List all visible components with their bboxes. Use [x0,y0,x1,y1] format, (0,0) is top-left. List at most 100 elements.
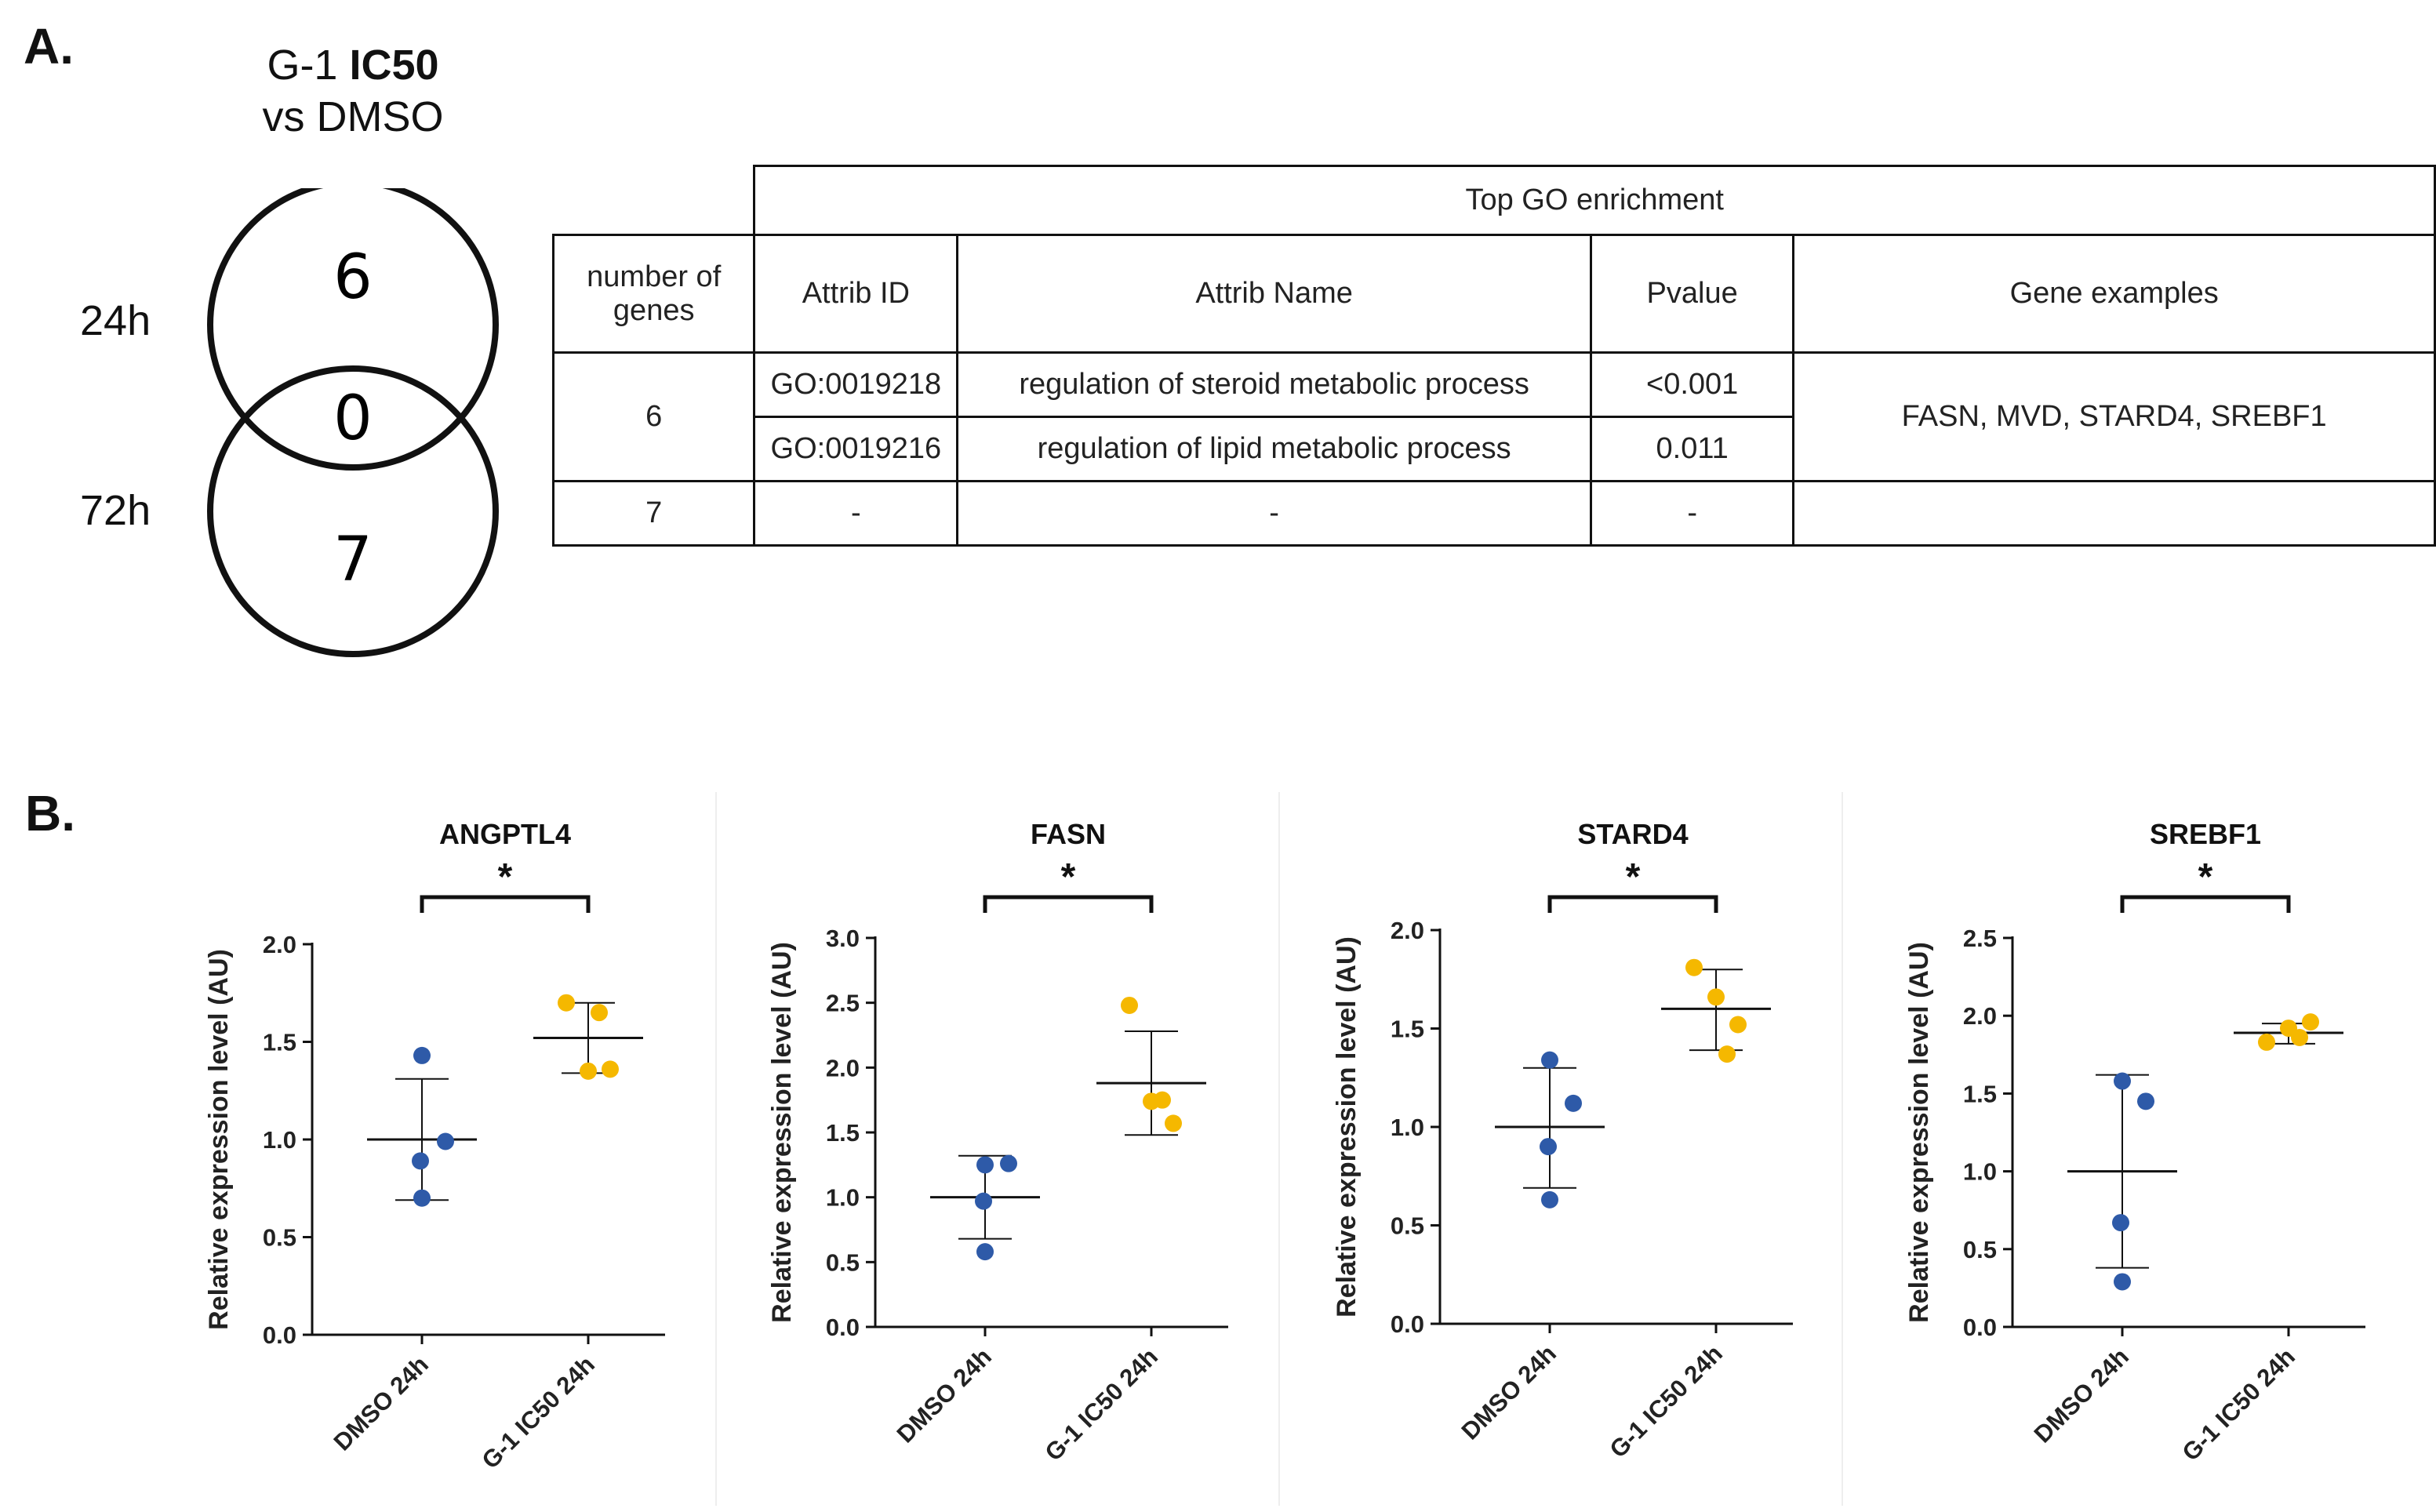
data-point [1685,958,1703,976]
y-tick-label: 1.0 [1963,1158,1997,1186]
header-pvalue: Pvalue [1589,234,1795,354]
header-attrib-name: Attrib Name [956,234,1592,354]
y-tick-label: 1.5 [1963,1080,1997,1107]
significance-bracket [420,895,591,913]
y-tick-label: 0.0 [826,1314,860,1341]
venn-title-plain: G-1 [267,42,350,89]
panel-divider [715,792,717,1506]
y-tick-label: 1.5 [263,1029,296,1056]
significance-star: * [2198,856,2213,898]
y-tick-label: 2.0 [263,931,296,958]
data-point [1565,1094,1582,1112]
table-empty-cell [553,165,756,236]
chart-title: ANGPTL4 [439,818,571,850]
data-point [1707,988,1725,1006]
y-tick-label: 0.0 [1963,1314,1997,1341]
data-point [591,1004,608,1022]
y-axis-title: Relative expression level (AU) [767,942,797,1323]
venn-title: G-1 IC50 vs DMSO [235,39,471,143]
x-category-label: G-1 IC50 24h [1604,1339,1728,1463]
chart-title: STARD4 [1577,818,1688,850]
x-category-label: DMSO 24h [892,1343,997,1448]
row2-id: - [753,480,959,547]
row1a-name: regulation of steroid metabolic process [956,351,1592,418]
data-point [1540,1138,1557,1156]
data-point [602,1060,619,1078]
y-tick-label: 0.5 [826,1248,860,1276]
header-gene-examples: Gene examples [1792,234,2436,354]
data-point [1000,1154,1017,1172]
y-tick-label: 1.0 [1391,1114,1424,1141]
venn-count-overlap: 0 [333,383,373,454]
y-tick-label: 2.5 [1963,925,1997,952]
data-point [580,1062,597,1080]
y-tick-label: 0.5 [263,1224,296,1252]
table-header-row: number of genes Attrib ID Attrib Name Pv… [551,234,2436,354]
significance-star: * [1061,856,1076,898]
table-row: GO:0019216 regulation of lipid metabolic… [554,416,2435,482]
chart-angptl4: ANGPTL4 0.0 0.5 1.0 1.5 2.0 Relative expressio… [204,818,665,1474]
x-category-label: DMSO 24h [2029,1343,2134,1448]
x-category-label: DMSO 24h [1456,1339,1562,1445]
row1b-pvalue: 0.011 [1589,416,1795,482]
panel-a-label: A. [24,18,74,75]
data-point [2114,1273,2131,1291]
table-row: 7 - - - [551,480,2436,547]
venn-title-bold: IC50 [349,42,439,89]
data-point [558,994,575,1012]
y-tick-label: 1.0 [263,1126,296,1154]
data-point [2114,1072,2131,1090]
row1b-id: GO:0019216 [753,416,959,482]
y-tick-label: 2.5 [826,990,860,1017]
y-tick-label: 0.5 [1963,1236,1997,1263]
data-point [2258,1033,2275,1051]
data-point [1121,996,1138,1014]
venn-count-72h: 7 [333,525,373,595]
row2-pvalue: - [1589,480,1795,547]
significance-bracket [1547,895,1718,913]
y-axis-title: Relative expression level (AU) [1904,942,1934,1323]
row2-name: - [956,480,1592,547]
y-tick-label: 2.0 [1391,917,1424,944]
data-point [975,1192,992,1210]
chart-fasn: FASN 0.0 0.5 1.0 1.5 2.0 2.5 3.0 Relative expres… [767,818,1228,1467]
data-point [1729,1016,1747,1034]
panel-b-label: B. [25,785,75,841]
row2-genes [1792,480,2436,547]
venn-circle-72h [207,365,499,657]
data-point [2137,1092,2154,1110]
y-tick-label: 1.0 [826,1184,860,1212]
x-category-label: G-1 IC50 24h [2176,1343,2300,1467]
row1a-id: GO:0019218 [753,351,959,418]
row1b-name: regulation of lipid metabolic process [956,416,1592,482]
chart-title: FASN [1031,818,1106,850]
panel-divider [1842,792,1843,1506]
significance-bracket [983,895,1154,913]
y-tick-label: 0.0 [263,1321,296,1349]
data-point [412,1152,429,1170]
data-point [437,1132,454,1150]
header-attrib-id: Attrib ID [753,234,959,354]
y-tick-label: 1.5 [1391,1016,1424,1043]
venn-title-line1: G-1 IC50 [235,39,471,91]
table-header-group-row: Top GO enrichment [553,165,2436,236]
y-axis-title: Relative expression level (AU) [204,949,234,1330]
y-tick-label: 1.5 [826,1119,860,1147]
venn-diagram: 6 0 7 [207,188,499,657]
data-point [413,1046,431,1064]
data-point [2112,1214,2129,1232]
data-point [1154,1091,1171,1109]
y-tick-label: 2.0 [826,1054,860,1081]
data-point [1165,1114,1182,1132]
panel-divider [1278,792,1280,1506]
significance-star: * [498,856,513,898]
chart-srebf1: SREBF1 0.0 0.5 1.0 1.5 2.0 2.5 Relative express… [1904,818,2365,1467]
chart-stard4: STARD4 0.0 0.5 1.0 1.5 2.0 Relative expression… [1332,818,1793,1463]
x-category-label: DMSO 24h [329,1350,434,1456]
data-point [2291,1028,2308,1046]
venn-count-24h: 6 [333,242,373,313]
row1a-pvalue: <0.001 [1589,351,1795,418]
table-row: 6 GO:0019218 regulation of steroid metab… [551,351,2436,482]
y-axis-title: Relative expression level (AU) [1332,936,1362,1318]
chart-title: SREBF1 [2150,818,2261,850]
